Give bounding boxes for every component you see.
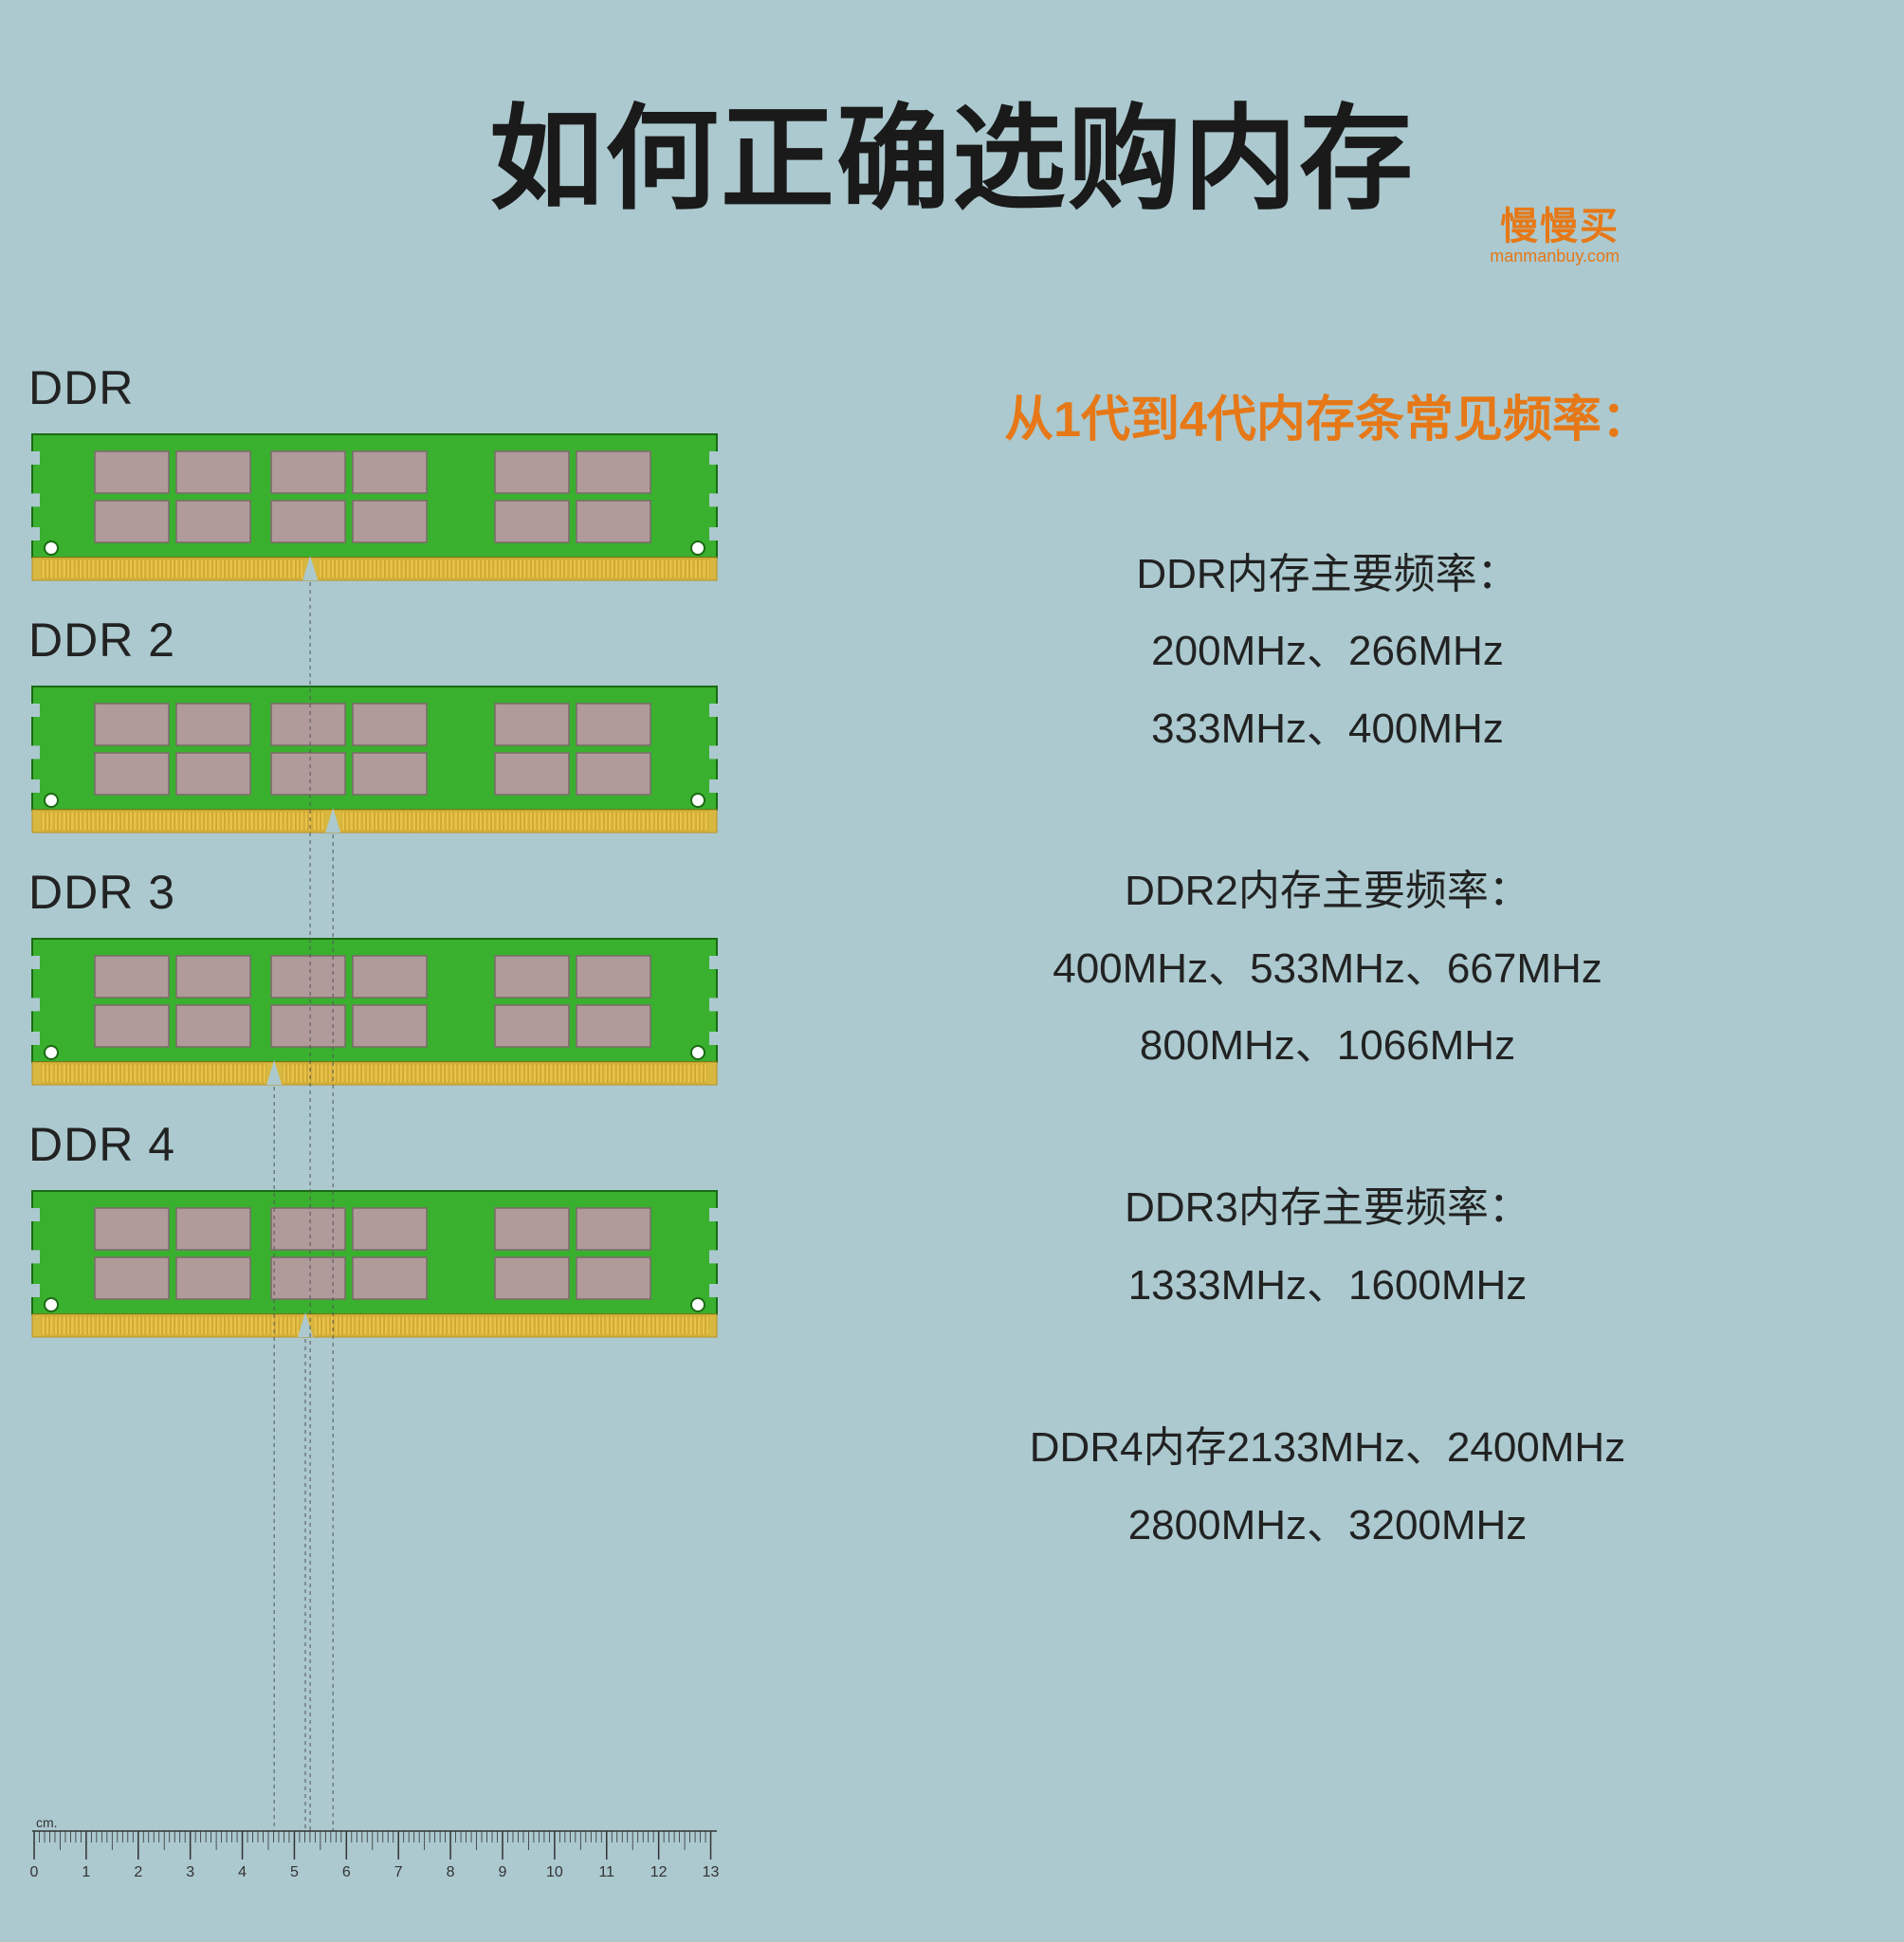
svg-text:5: 5 <box>290 1864 299 1880</box>
freq-line: DDR2内存主要频率： <box>787 852 1868 929</box>
ram-module-icon <box>28 423 721 584</box>
freq-line: 333MHz、400MHz <box>787 690 1868 767</box>
freq-line: 400MHz、533MHz、667MHz <box>787 930 1868 1007</box>
freq-line: DDR4内存2133MHz、2400MHz <box>787 1409 1868 1486</box>
ram-block-ddr4: DDR 4 <box>28 1117 730 1341</box>
ram-diagram-column: DDR DDR 2 DDR 3 <box>28 360 730 1369</box>
ram-label: DDR 2 <box>28 613 730 668</box>
freq-line: 200MHz、266MHz <box>787 613 1868 689</box>
svg-text:6: 6 <box>342 1864 351 1880</box>
frequency-heading: 从1代到4代内存条常见频率： <box>787 379 1868 450</box>
svg-text:13: 13 <box>703 1864 720 1880</box>
ram-module-icon <box>28 675 721 836</box>
svg-text:7: 7 <box>394 1864 403 1880</box>
frequency-info-column: 从1代到4代内存条常见频率： DDR内存主要频率：200MHz、266MHz33… <box>787 379 1868 1649</box>
ram-block-ddr: DDR <box>28 360 730 584</box>
freq-line: DDR内存主要频率： <box>787 536 1868 613</box>
watermark-sub: manmanbuy.com <box>1490 247 1620 266</box>
freq-line: 1333MHz、1600MHz <box>787 1247 1868 1324</box>
svg-text:10: 10 <box>546 1864 563 1880</box>
ram-module-icon <box>28 1180 721 1341</box>
svg-text:4: 4 <box>238 1864 247 1880</box>
ram-block-ddr2: DDR 2 <box>28 613 730 836</box>
svg-text:0: 0 <box>30 1864 39 1880</box>
watermark-main: 慢慢买 <box>1490 195 1620 250</box>
watermark: 慢慢买 manmanbuy.com <box>1490 195 1620 266</box>
svg-text:8: 8 <box>447 1864 455 1880</box>
svg-text:12: 12 <box>650 1864 668 1880</box>
ram-block-ddr3: DDR 3 <box>28 865 730 1089</box>
freq-group-1: DDR2内存主要频率：400MHz、533MHz、667MHz800MHz、10… <box>787 852 1868 1084</box>
freq-line: 800MHz、1066MHz <box>787 1007 1868 1084</box>
svg-text:2: 2 <box>134 1864 142 1880</box>
ram-label: DDR <box>28 360 730 415</box>
svg-text:3: 3 <box>186 1864 194 1880</box>
freq-group-0: DDR内存主要频率：200MHz、266MHz333MHz、400MHz <box>787 536 1868 767</box>
ram-module-icon <box>28 927 721 1089</box>
svg-text:cm.: cm. <box>36 1815 58 1830</box>
freq-group-2: DDR3内存主要频率：1333MHz、1600MHz <box>787 1169 1868 1324</box>
ruler: cm. 012345678910111213 <box>28 1814 730 1885</box>
freq-line: 2800MHz、3200MHz <box>787 1487 1868 1564</box>
svg-text:1: 1 <box>82 1864 90 1880</box>
freq-line: DDR3内存主要频率： <box>787 1169 1868 1246</box>
svg-text:11: 11 <box>598 1864 614 1880</box>
svg-text:9: 9 <box>499 1864 507 1880</box>
freq-group-3: DDR4内存2133MHz、2400MHz2800MHz、3200MHz <box>787 1409 1868 1564</box>
ram-label: DDR 4 <box>28 1117 730 1172</box>
ram-label: DDR 3 <box>28 865 730 920</box>
ruler-icon: cm. 012345678910111213 <box>28 1814 721 1880</box>
